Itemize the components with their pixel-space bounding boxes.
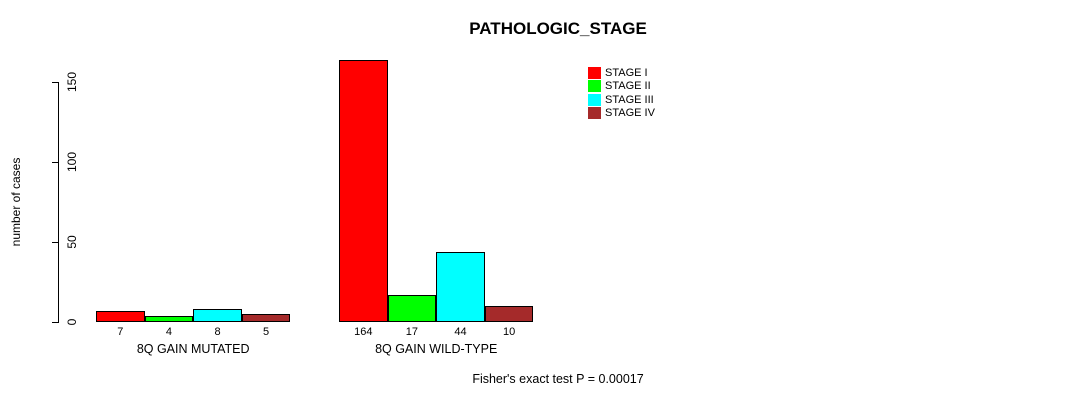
y-tick-label: 50 <box>65 235 79 249</box>
legend-label: STAGE III <box>605 93 654 106</box>
bar-stage-i-group2 <box>339 59 388 322</box>
bar-value-label: 7 <box>117 326 124 338</box>
bar-stage-iii-group2 <box>436 251 485 322</box>
stat-test-caption: Fisher's exact test P = 0.00017 <box>472 372 644 386</box>
bar-value-label: 8 <box>214 326 221 338</box>
legend-row: STAGE IV <box>588 107 655 121</box>
y-tick-label: 150 <box>65 71 79 93</box>
y-tick-mark <box>52 82 59 83</box>
y-tick-mark <box>52 242 59 243</box>
legend-label: STAGE I <box>605 66 648 79</box>
legend: STAGE I STAGE II STAGE III STAGE IV <box>588 66 655 120</box>
legend-swatch <box>588 80 601 93</box>
y-tick-label: 100 <box>65 151 79 173</box>
legend-label: STAGE II <box>605 80 651 93</box>
legend-row: STAGE I <box>588 66 655 80</box>
y-tick-label: 0 <box>65 318 79 326</box>
y-axis-label: number of cases <box>9 157 23 247</box>
bar-stage-iv-group2 <box>484 306 534 322</box>
bar-value-label: 44 <box>454 326 467 338</box>
bar-value-label: 17 <box>405 326 419 338</box>
group-label-1: 8Q GAIN MUTATED <box>136 342 250 356</box>
bar-stage-iv-group1 <box>241 314 291 322</box>
legend-label: STAGE IV <box>605 107 655 120</box>
bar-value-label: 5 <box>263 326 270 338</box>
y-tick-mark <box>52 162 59 163</box>
legend-row: STAGE III <box>588 93 655 107</box>
bar-stage-iii-group1 <box>193 309 242 322</box>
bar-stage-i-group1 <box>96 310 145 322</box>
bar-stage-ii-group2 <box>387 294 437 322</box>
group-label-2: 8Q GAIN WILD-TYPE <box>375 342 498 356</box>
chart-title: PATHOLOGIC_STAGE <box>469 19 647 38</box>
legend-swatch <box>588 107 601 120</box>
bar-value-label: 164 <box>354 326 373 338</box>
y-tick-mark <box>52 322 59 323</box>
bar-value-label: 10 <box>502 326 516 338</box>
legend-row: STAGE II <box>588 80 655 94</box>
bar-value-label: 4 <box>165 326 172 338</box>
bar-stage-ii-group1 <box>144 315 194 322</box>
legend-swatch <box>588 93 601 106</box>
legend-swatch <box>588 66 601 79</box>
y-axis-line <box>58 82 59 323</box>
